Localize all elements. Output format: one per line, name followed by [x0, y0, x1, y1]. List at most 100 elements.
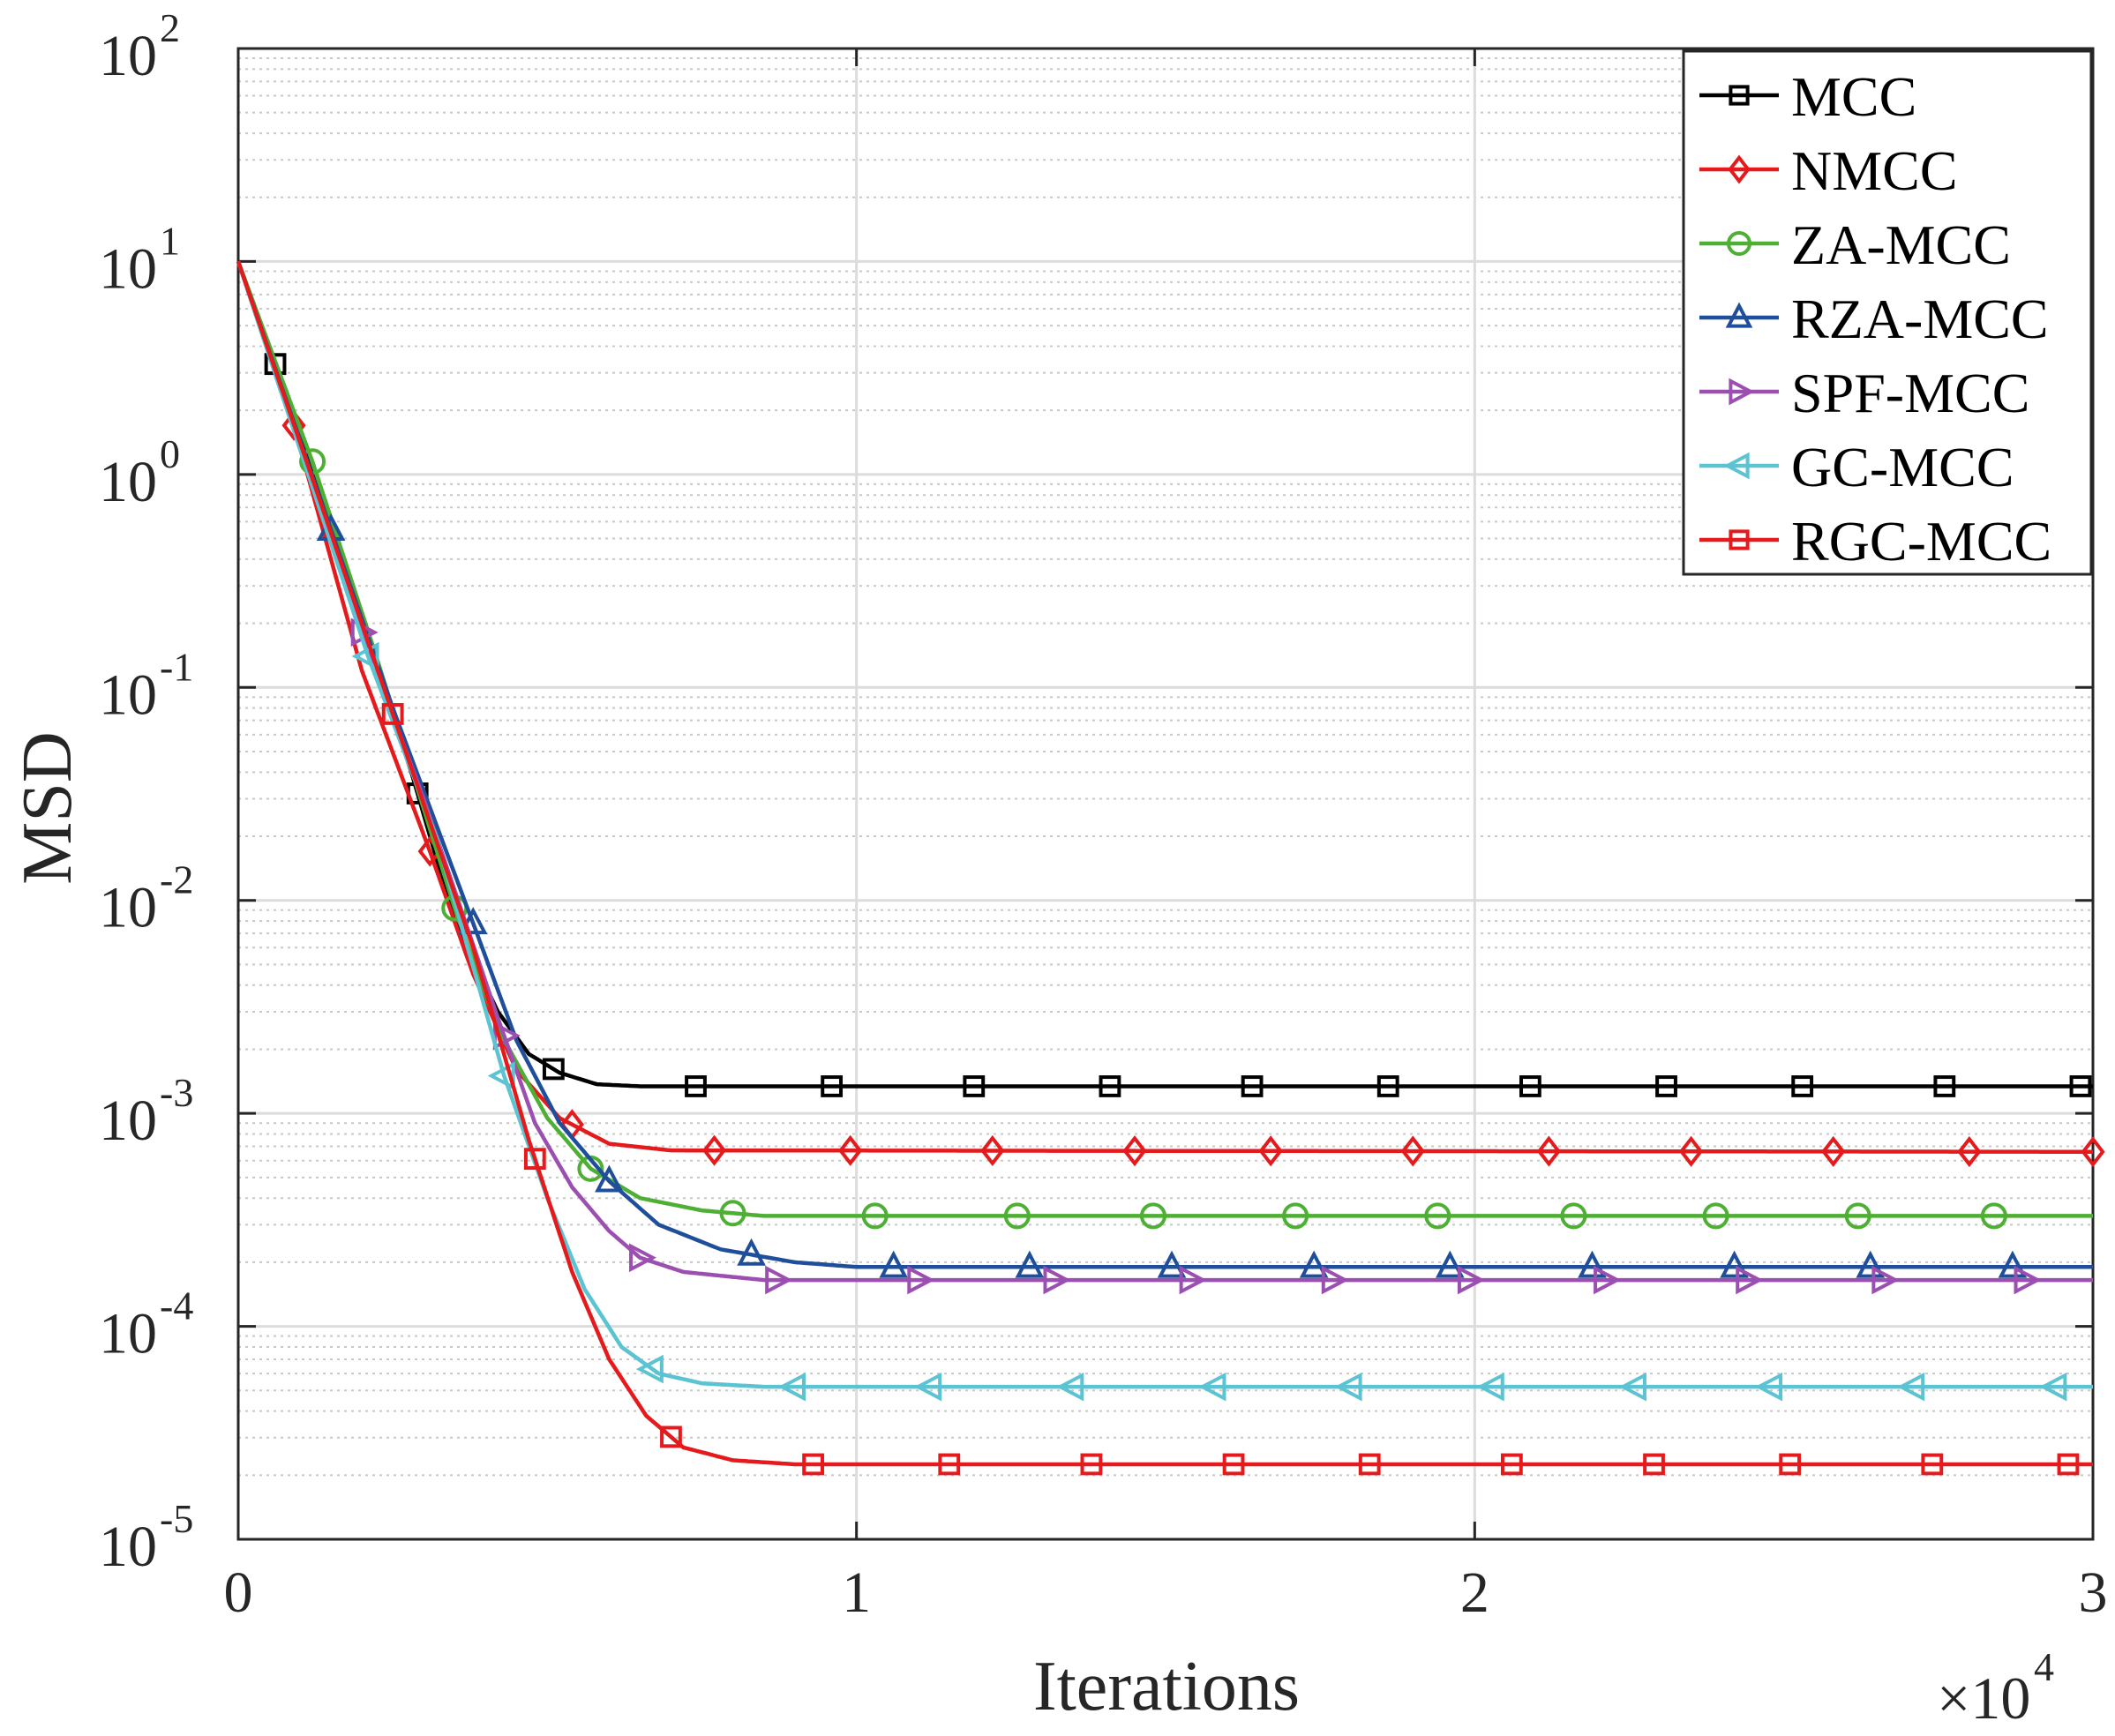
data-point-marker [1258, 1135, 1283, 1167]
y-tick-base: 10 [99, 1089, 157, 1153]
y-tick-label: 10 -4 [99, 1283, 193, 1366]
data-point-marker [1856, 1250, 1886, 1278]
data-point-marker [2069, 1075, 2092, 1097]
data-point-marker [907, 1265, 935, 1295]
data-point-marker [938, 1453, 961, 1476]
data-point-marker [1791, 1075, 1814, 1097]
legend-marker [1729, 85, 1750, 106]
x-multiplier: ×10 4 [1937, 1644, 2054, 1732]
y-tick-label: 10 1 [99, 218, 180, 301]
data-point-marker [1519, 1075, 1541, 1097]
legend-marker [1727, 231, 1751, 256]
data-point-marker [1500, 1453, 1523, 1476]
data-point-marker [2014, 1265, 2042, 1295]
data-point-marker [1099, 1075, 1121, 1097]
data-point-marker [1043, 1265, 1071, 1295]
data-point-marker [1702, 1202, 1729, 1230]
data-point-marker [1720, 1250, 1749, 1278]
data-point-marker [1933, 1075, 1956, 1097]
data-point-marker [2039, 1372, 2067, 1402]
legend-item-rza-mcc: RZA-MCC [1699, 288, 2049, 350]
legend-label: RZA-MCC [1791, 288, 2049, 350]
y-tick-exponent: 1 [160, 218, 180, 263]
data-point-marker [1897, 1372, 1925, 1402]
data-point-marker [351, 641, 379, 671]
data-point-marker [492, 1021, 521, 1051]
y-tick-exponent: 0 [160, 431, 180, 476]
data-point-marker [660, 1425, 682, 1448]
series-layer [236, 260, 2105, 1476]
data-point-marker [1376, 1075, 1399, 1097]
data-point-marker [1003, 1202, 1031, 1230]
data-point-marker [595, 1164, 624, 1193]
data-point-marker [635, 1354, 664, 1384]
series-line [236, 260, 2093, 1154]
data-point-marker [1198, 1372, 1226, 1402]
legend-label: GC-MCC [1791, 436, 2014, 498]
y-tick-base: 10 [99, 236, 157, 301]
data-point-marker [1139, 1202, 1166, 1230]
axes-box [236, 47, 2095, 1541]
data-point-marker [879, 1250, 909, 1278]
x-tick-label: 0 [224, 1560, 253, 1625]
data-point-marker [1321, 1265, 1349, 1295]
y-tick-label: 10 -3 [99, 1070, 193, 1153]
data-point-marker [1536, 1135, 1561, 1167]
data-point-marker [1998, 1250, 2028, 1278]
data-point-marker [1871, 1265, 1900, 1295]
y-tick-label: 10 -2 [99, 857, 193, 940]
data-point-marker [914, 1372, 942, 1402]
y-tick-base: 10 [99, 24, 157, 88]
y-tick-base: 10 [99, 876, 157, 940]
legend-item-rgc-mcc: RGC-MCC [1699, 510, 2051, 572]
data-point-marker [1222, 1453, 1245, 1476]
series-line [236, 260, 2093, 1283]
data-point-marker [1435, 1250, 1465, 1278]
data-point-marker [1921, 1453, 1944, 1476]
data-point-marker [1844, 1202, 1871, 1230]
legend-item-za-mcc: ZA-MCC [1699, 213, 2011, 276]
data-point-marker [861, 1202, 889, 1230]
data-point-marker [980, 1134, 1005, 1167]
data-point-marker [1476, 1372, 1504, 1402]
data-point-marker [381, 703, 404, 725]
data-point-marker [1655, 1075, 1677, 1097]
series-nmcc [236, 260, 2105, 1168]
legend-label: ZA-MCC [1791, 213, 2011, 276]
x-tick-label: 3 [2079, 1560, 2108, 1625]
y-tick-base: 10 [99, 662, 157, 727]
legend-marker [1729, 529, 1750, 550]
data-point-marker [1957, 1136, 1982, 1168]
data-point-marker [1618, 1372, 1646, 1402]
data-point-marker [1560, 1202, 1587, 1230]
legend-label: MCC [1791, 65, 1916, 128]
x-tick-labels: 0 1 2 3 [224, 1560, 2108, 1625]
data-point-marker [719, 1200, 746, 1227]
legend-label: NMCC [1791, 139, 1958, 202]
legend-label: RGC-MCC [1791, 510, 2051, 572]
legend-item-gc-mcc: GC-MCC [1699, 436, 2014, 498]
y-axis-title: MSD [9, 731, 86, 884]
y-tick-exponent: -5 [160, 1496, 193, 1541]
data-point-marker [1578, 1250, 1607, 1278]
data-point-marker [1594, 1265, 1622, 1295]
data-point-marker [281, 409, 306, 441]
data-point-marker [1678, 1135, 1704, 1167]
series-line [236, 260, 2093, 1467]
data-point-marker [2057, 1453, 2080, 1476]
data-point-marker [1241, 1075, 1264, 1097]
legend: MCC NMCC ZA-MCC RZA-MCC SPF-MCC GC-MCC RGC-MCC [1682, 49, 2093, 576]
series-mcc [236, 260, 2093, 1097]
data-point-marker [1643, 1453, 1665, 1476]
data-point-marker [838, 1134, 863, 1166]
legend-label: SPF-MCC [1791, 362, 2029, 424]
data-point-marker [458, 907, 488, 935]
y-tick-base: 10 [99, 1515, 157, 1579]
legend-item-nmcc: NMCC [1699, 139, 1958, 202]
data-point-marker [1457, 1265, 1485, 1295]
data-point-marker [1334, 1372, 1362, 1402]
data-point-marker [1755, 1372, 1783, 1402]
data-point-marker [1424, 1202, 1451, 1230]
